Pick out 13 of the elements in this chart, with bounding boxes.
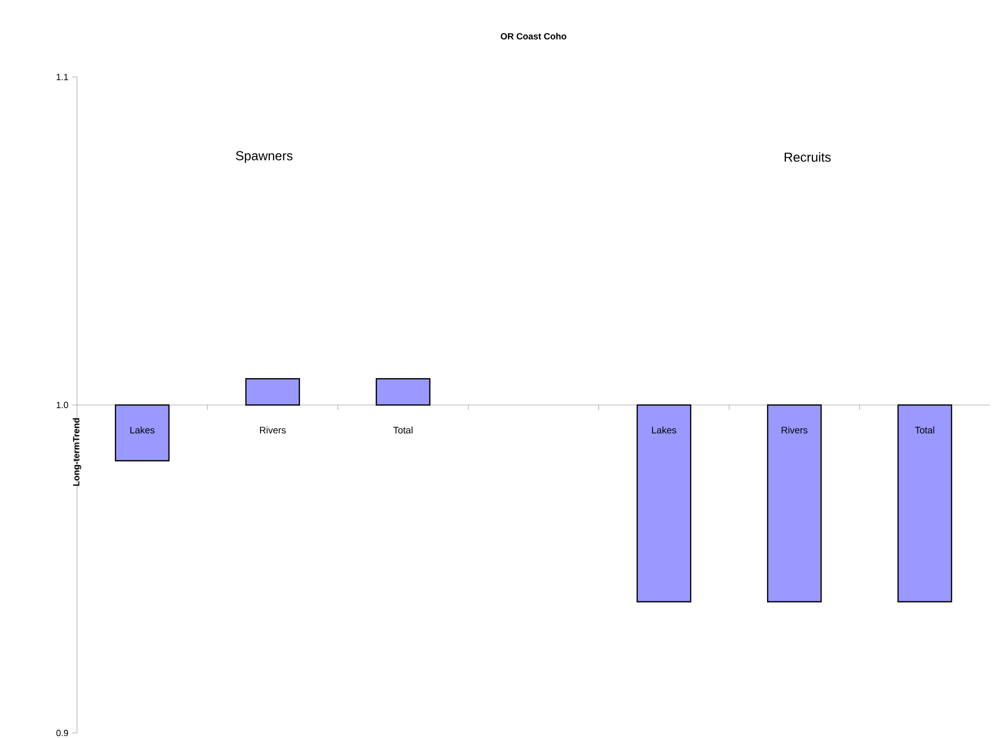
x-tick-label: Lakes <box>652 426 676 434</box>
y-axis-title: Long-termTrend <box>72 418 82 486</box>
x-tick-label: Total <box>393 426 412 434</box>
annotation: Spawners <box>236 151 292 163</box>
x-tick-label: Rivers <box>782 426 808 434</box>
x-tick-label: Lakes <box>130 426 155 434</box>
x-tick-label: Rivers <box>260 426 286 434</box>
y-tick-label: 0.9 <box>56 730 68 736</box>
annotation: Recruits <box>784 152 831 162</box>
x-tick-label: Total <box>915 426 934 434</box>
y-tick-label: 1.0 <box>56 402 68 408</box>
chart-title: OR Coast Coho <box>500 32 566 40</box>
y-tick-label: 1.1 <box>56 74 68 80</box>
